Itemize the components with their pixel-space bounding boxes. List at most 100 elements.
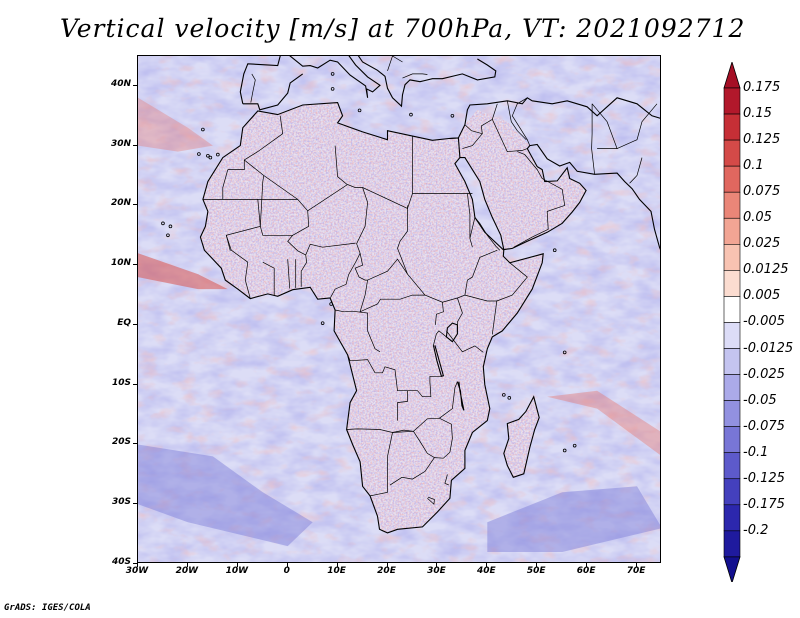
- colorbar-label: -0.0125: [743, 340, 794, 356]
- colorbar-label: 0.025: [743, 236, 781, 252]
- colorbar-swatch: [723, 374, 741, 401]
- border-line: [511, 97, 531, 146]
- europe-coast: [239, 56, 497, 108]
- colorbar-swatch: [723, 296, 741, 323]
- border-line: [446, 330, 484, 353]
- longitude-label: 20E: [377, 566, 396, 576]
- border-line: [496, 262, 528, 302]
- border-line: [287, 210, 310, 287]
- island: [357, 108, 362, 113]
- island: [166, 233, 170, 238]
- colorbar-swatch: [723, 322, 741, 349]
- border-line: [334, 145, 348, 185]
- border-line: [225, 235, 251, 299]
- border-line: [330, 253, 361, 298]
- latitude-tick: [133, 563, 137, 564]
- border-line: [387, 430, 435, 486]
- border-line: [457, 297, 463, 331]
- longitude-tick: [236, 563, 238, 567]
- border-line: [259, 175, 265, 227]
- border-line: [444, 474, 450, 486]
- island: [197, 152, 201, 156]
- island: [330, 87, 335, 91]
- border-line: [227, 115, 284, 170]
- island: [206, 154, 210, 158]
- colorbar-label: -0.075: [743, 418, 785, 434]
- map-panel[interactable]: [137, 55, 661, 563]
- island: [208, 155, 213, 160]
- island: [552, 248, 557, 253]
- border-line: [435, 302, 444, 325]
- colorbar-swatch: [723, 113, 741, 141]
- colorbar-swatch: [723, 217, 741, 245]
- border-line: [305, 242, 356, 256]
- island: [572, 443, 577, 448]
- longitude-tick: [636, 563, 638, 567]
- border-line: [402, 73, 428, 79]
- longitude-label: 30E: [427, 566, 446, 576]
- lake-malawi: [456, 381, 465, 411]
- island: [161, 221, 165, 226]
- border-line: [591, 103, 618, 149]
- island: [562, 350, 567, 355]
- map-field: [138, 56, 660, 562]
- colorbar-min-arrow: [723, 556, 741, 582]
- island: [201, 127, 205, 132]
- colorbar-label: 0.175: [743, 80, 781, 95]
- border-line: [506, 100, 527, 140]
- longitude-tick: [436, 563, 438, 567]
- latitude-tick: [133, 323, 137, 325]
- colorbar-label: 0.1: [743, 158, 764, 174]
- colorbar-label: -0.1: [743, 444, 769, 460]
- border-line: [407, 375, 442, 398]
- border-line: [370, 456, 388, 497]
- latitude-label: 10S: [111, 377, 131, 388]
- asia-coast: [448, 97, 660, 140]
- colorbar-swatch: [723, 139, 741, 167]
- colorbar-swatch: [723, 530, 741, 558]
- latitude-tick: [133, 264, 137, 266]
- colorbar-label: 0.075: [743, 184, 781, 200]
- colorbar-label: -0.125: [743, 470, 785, 486]
- border-line: [491, 119, 528, 152]
- latitude-label: 40S: [111, 557, 131, 567]
- border-line: [513, 151, 566, 248]
- border-line: [387, 56, 403, 72]
- longitude-label: 50E: [526, 566, 546, 576]
- border-line: [464, 103, 498, 135]
- latitude-tick: [133, 84, 137, 86]
- longitude-tick: [186, 563, 188, 567]
- iberia-coast: [242, 73, 304, 111]
- latitude-tick: [133, 144, 137, 146]
- latitude-tick: [133, 443, 137, 445]
- border-line: [439, 381, 458, 419]
- border-line: [346, 428, 414, 433]
- border-line: [462, 133, 483, 149]
- island: [320, 321, 325, 325]
- colorbar-swatch: [723, 244, 741, 271]
- longitude-tick: [336, 563, 338, 567]
- border-line: [427, 496, 435, 505]
- border-line: [222, 199, 261, 251]
- colorbar-label: 0.0125: [743, 262, 789, 278]
- border-line: [202, 169, 229, 200]
- longitude-tick: [586, 563, 588, 567]
- colorbar-label: -0.025: [743, 366, 785, 382]
- latitude-label: 20N: [110, 198, 131, 209]
- colorbar-label: -0.05: [743, 392, 777, 408]
- border-line: [347, 354, 408, 421]
- island: [168, 224, 173, 229]
- latitude-label: EQ: [117, 317, 131, 328]
- border-line: [591, 103, 595, 175]
- colorbar-swatch: [723, 504, 741, 532]
- colorbar-swatch: [723, 426, 741, 453]
- colorbar-swatch: [723, 87, 741, 115]
- longitude-label: 30W: [125, 566, 149, 576]
- border-line: [464, 294, 498, 335]
- colorbar-label: -0.005: [743, 314, 785, 330]
- country-borders: [202, 56, 658, 505]
- colorbar-swatch: [723, 270, 741, 297]
- latitude-tick: [133, 204, 137, 206]
- colorbar-label: 0.05: [743, 210, 772, 226]
- border-line: [433, 330, 453, 346]
